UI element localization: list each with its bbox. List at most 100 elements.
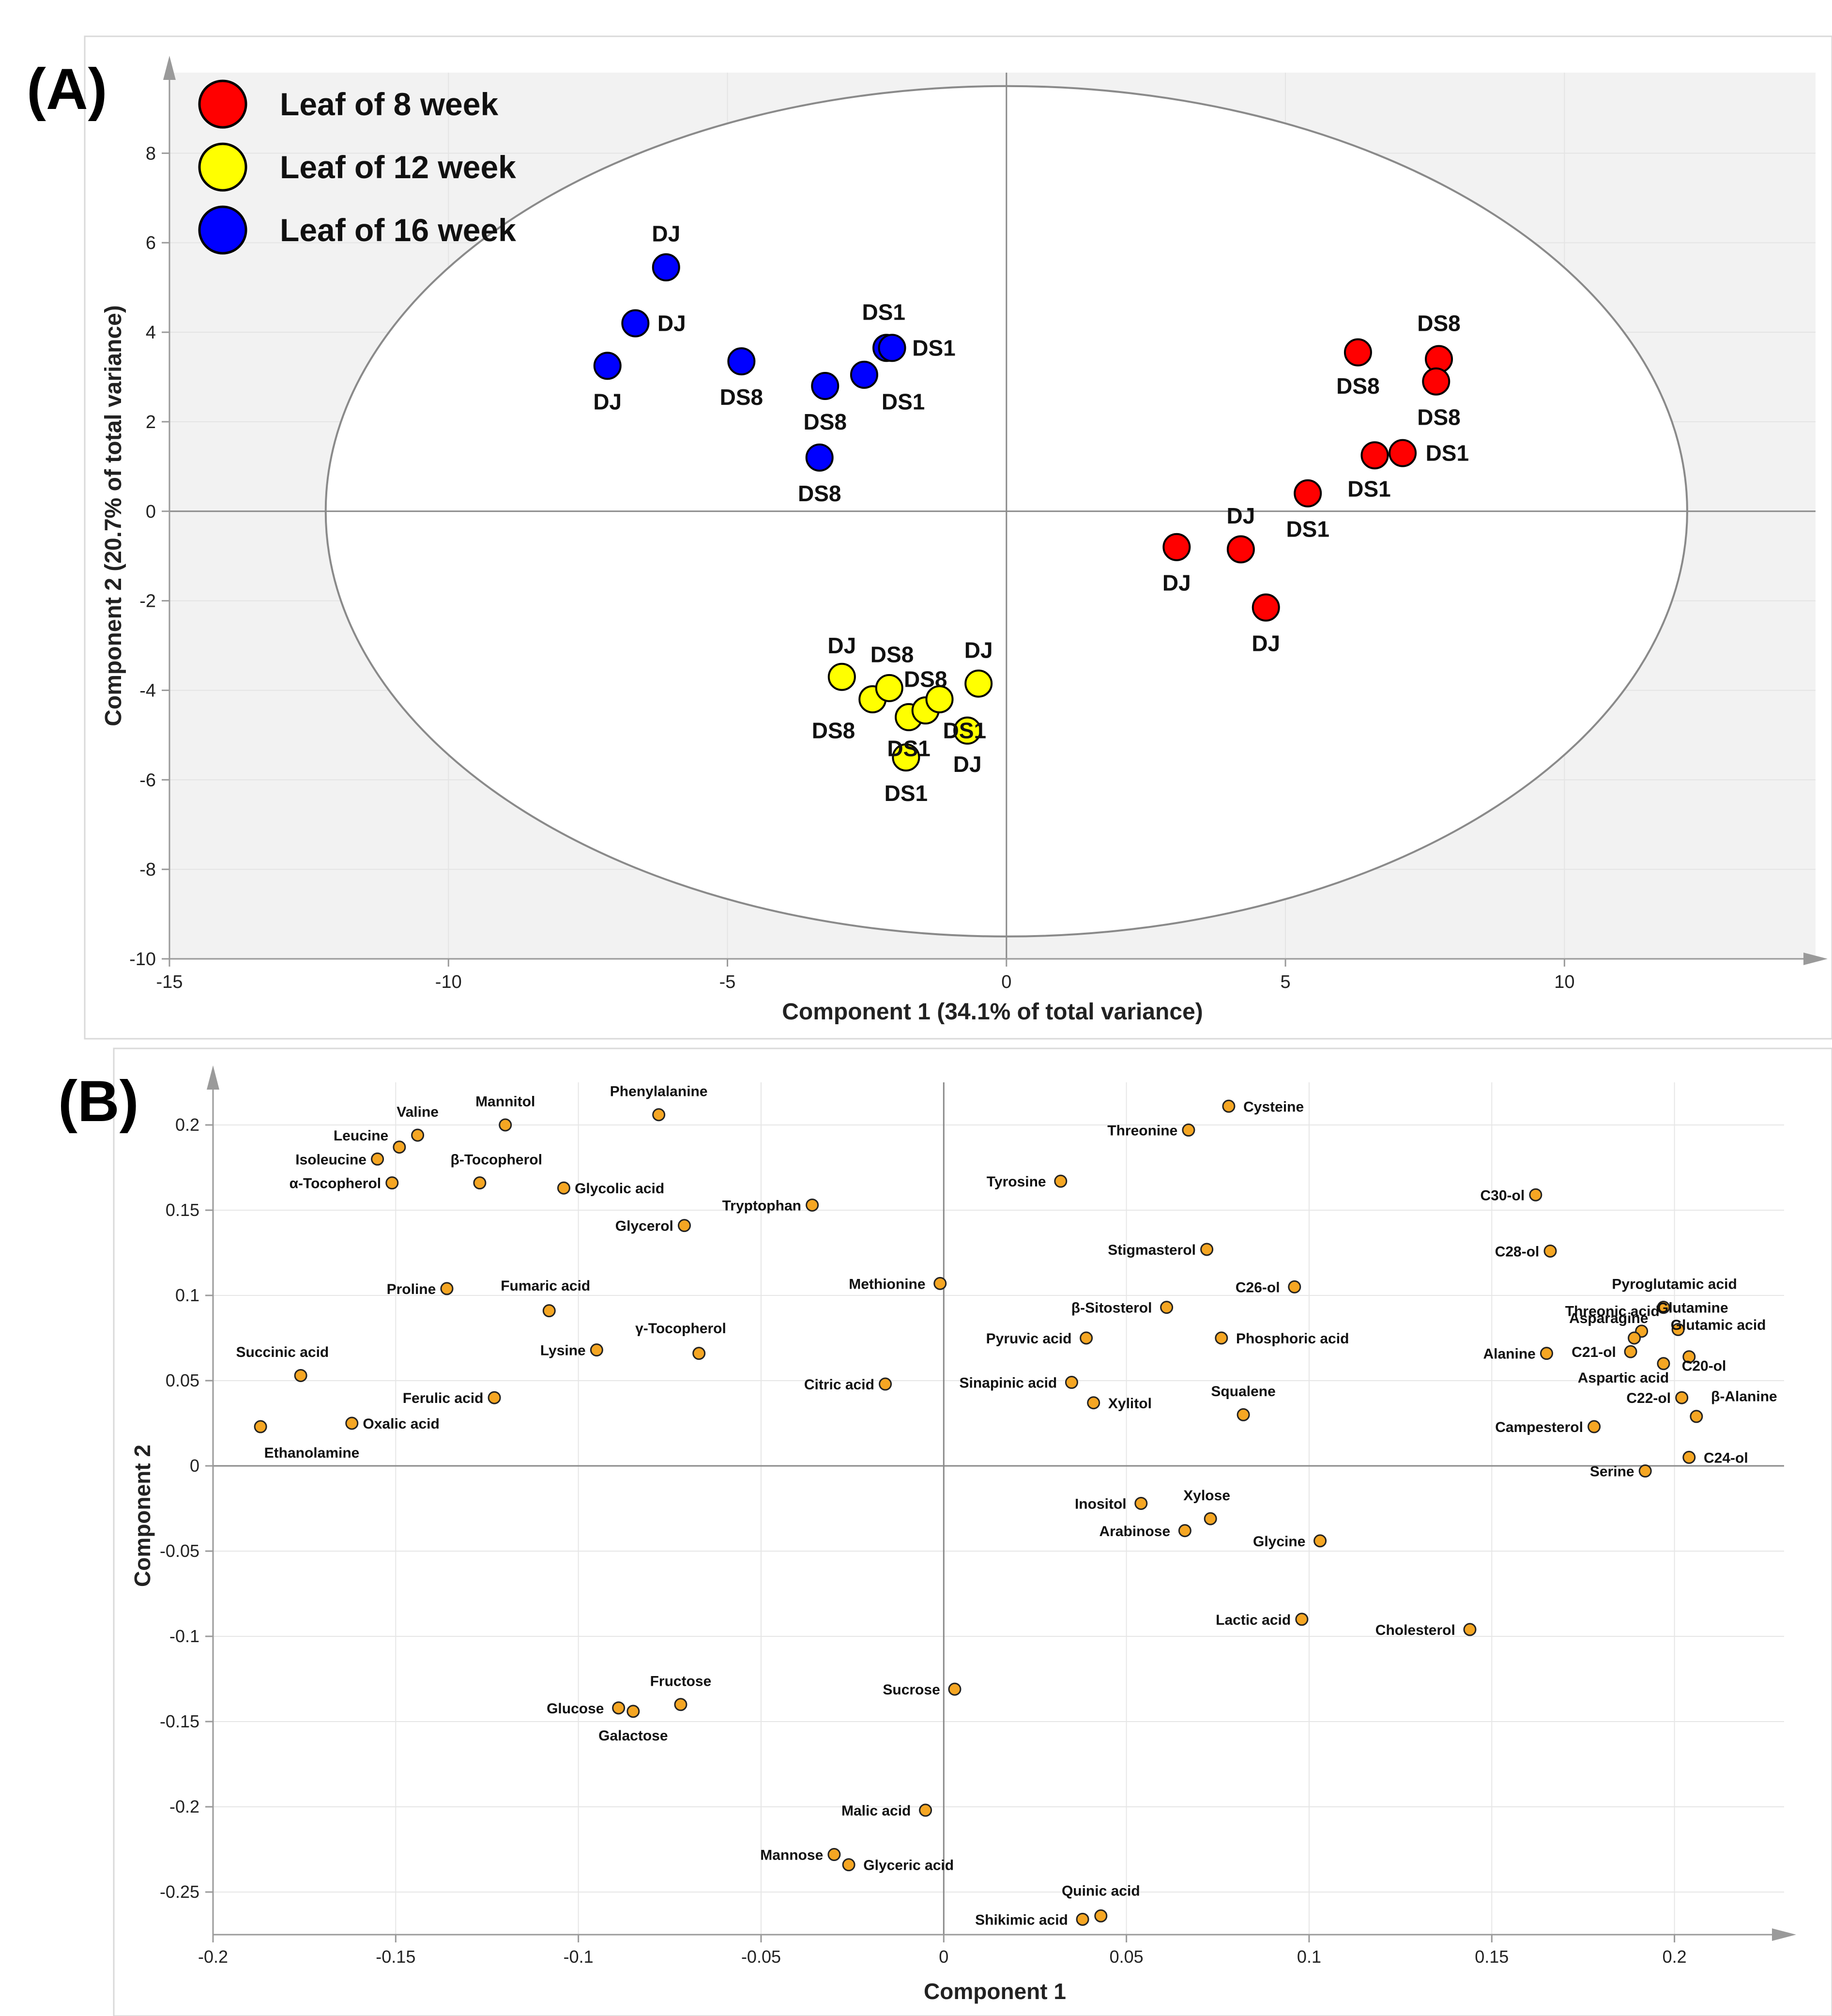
metabolite-label: Serine xyxy=(1590,1464,1634,1480)
sample-point xyxy=(1343,338,1372,367)
panel-a-label: (A) xyxy=(27,57,107,122)
metabolite-point xyxy=(948,1682,962,1696)
sample-label: DJ xyxy=(1226,503,1255,528)
sample-point xyxy=(1294,479,1322,508)
sample-label: DS8 xyxy=(1336,373,1379,399)
metabolite-point xyxy=(1200,1243,1214,1256)
metabolite-label: β-Sitosterol xyxy=(1071,1300,1152,1316)
sample-label: DS8 xyxy=(798,481,841,506)
metabolite-point xyxy=(590,1343,603,1357)
panel-b-point-labels: Valine Mannitol Phenylalanine Leucine Isoleu… xyxy=(236,1084,1777,1928)
sample-label: DS1 xyxy=(862,299,905,324)
metabolite-label: Galactose xyxy=(598,1728,668,1744)
panel-a-x-tick-label: -5 xyxy=(719,972,736,992)
metabolite-label: Glycerol xyxy=(615,1218,673,1234)
sample-label: DJ xyxy=(1162,570,1191,596)
panel-b-y-tick-label: -0.2 xyxy=(169,1797,199,1816)
metabolite-label: Fructose xyxy=(650,1674,712,1690)
metabolite-point xyxy=(1215,1331,1228,1345)
metabolite-label: C26-ol xyxy=(1236,1279,1280,1295)
metabolite-point xyxy=(1054,1174,1068,1188)
panel-a-x-tick-label: 0 xyxy=(1001,972,1011,992)
sample-label: DS1 xyxy=(882,389,925,414)
panel-b-x-tick-label: -0.05 xyxy=(741,1947,781,1967)
sample-point xyxy=(1389,439,1417,467)
metabolite-point xyxy=(1690,1410,1703,1423)
panel-b-x-tick-label: 0.15 xyxy=(1475,1947,1509,1967)
metabolite-label: C22-ol xyxy=(1626,1390,1671,1406)
metabolite-label: Glycine xyxy=(1253,1534,1305,1550)
panel-b-y-tick-label: 0.05 xyxy=(166,1370,199,1390)
metabolite-label: Aspartic acid xyxy=(1578,1370,1669,1386)
panel-a-x-tick-label: 10 xyxy=(1554,972,1574,992)
metabolite-point xyxy=(1624,1345,1637,1358)
metabolite-label: Leucine xyxy=(334,1128,388,1144)
metabolite-point xyxy=(393,1140,406,1154)
panel-b-label: (B) xyxy=(58,1069,139,1134)
metabolite-point xyxy=(371,1152,384,1166)
metabolite-label: Mannitol xyxy=(475,1094,535,1110)
panel-b-y-tick-label: 0.1 xyxy=(175,1285,199,1305)
metabolite-point xyxy=(1295,1613,1309,1626)
panel-a-y-tick-label: 2 xyxy=(146,412,156,432)
metabolite-label: Lactic acid xyxy=(1216,1612,1291,1628)
metabolite-point xyxy=(674,1698,687,1711)
sample-point xyxy=(964,669,993,698)
sample-point xyxy=(652,253,680,282)
sample-label: DS1 xyxy=(887,736,930,761)
metabolite-label: Fumaric acid xyxy=(501,1278,590,1294)
panel-a-y-tick-label: 4 xyxy=(146,323,156,343)
sample-point xyxy=(953,716,982,745)
metabolite-point xyxy=(1588,1420,1601,1433)
panel-b-points xyxy=(254,1099,1703,1926)
panel-b-x-axis-arrow xyxy=(1772,1928,1796,1941)
metabolite-label: C30-ol xyxy=(1481,1187,1525,1203)
metabolite-point xyxy=(254,1420,267,1433)
metabolite-point xyxy=(1076,1912,1089,1926)
panel-a-y-tick-label: -8 xyxy=(139,860,156,880)
metabolite-point xyxy=(842,1858,855,1872)
sample-label: DS1 xyxy=(912,335,955,360)
panel-a-x-tick-label: -15 xyxy=(156,972,183,992)
metabolite-label: Phenylalanine xyxy=(610,1084,708,1100)
metabolite-point xyxy=(1237,1408,1250,1421)
metabolite-point xyxy=(1178,1524,1191,1538)
sample-point xyxy=(621,309,650,338)
sample-point xyxy=(827,662,856,691)
metabolite-point xyxy=(1463,1623,1477,1636)
metabolite-point xyxy=(1160,1301,1174,1314)
metabolite-label: Succinic acid xyxy=(236,1344,329,1360)
metabolite-label: Inositol xyxy=(1075,1496,1127,1512)
metabolite-point xyxy=(1628,1331,1641,1345)
panel-b-x-tick-label: 0.05 xyxy=(1110,1947,1144,1967)
metabolite-point xyxy=(827,1848,841,1862)
metabolite-point xyxy=(1638,1464,1652,1478)
metabolite-point xyxy=(806,1198,819,1212)
metabolite-label: Tyrosine xyxy=(987,1174,1046,1190)
sample-point xyxy=(805,443,834,472)
metabolite-point xyxy=(626,1705,640,1718)
metabolite-label: Cholesterol xyxy=(1375,1622,1455,1638)
sample-label: DS1 xyxy=(1286,517,1329,542)
metabolite-point xyxy=(678,1219,691,1232)
legend-label-12-week: Leaf of 12 week xyxy=(280,149,516,185)
metabolite-label: C20-ol xyxy=(1682,1358,1726,1374)
metabolite-label: Malic acid xyxy=(841,1803,911,1819)
sample-label: DJ xyxy=(657,311,686,336)
sample-label: DS8 xyxy=(803,409,846,434)
metabolite-label: Xylitol xyxy=(1108,1396,1152,1412)
metabolite-point xyxy=(1222,1099,1236,1113)
sample-label: DS1 xyxy=(1347,477,1390,502)
metabolite-point xyxy=(557,1181,570,1195)
sample-label: DS1 xyxy=(943,718,986,743)
metabolite-label: β-Alanine xyxy=(1711,1389,1777,1405)
panel-a-y-tick-label: -10 xyxy=(129,949,156,970)
metabolite-point xyxy=(488,1391,501,1404)
metabolite-label: Methionine xyxy=(849,1276,925,1292)
sample-point xyxy=(1226,535,1255,564)
metabolite-point xyxy=(1087,1396,1100,1410)
metabolite-label: Sinapinic acid xyxy=(960,1375,1057,1391)
metabolite-label: Threonic acid xyxy=(1565,1304,1660,1320)
metabolite-point xyxy=(612,1701,626,1715)
